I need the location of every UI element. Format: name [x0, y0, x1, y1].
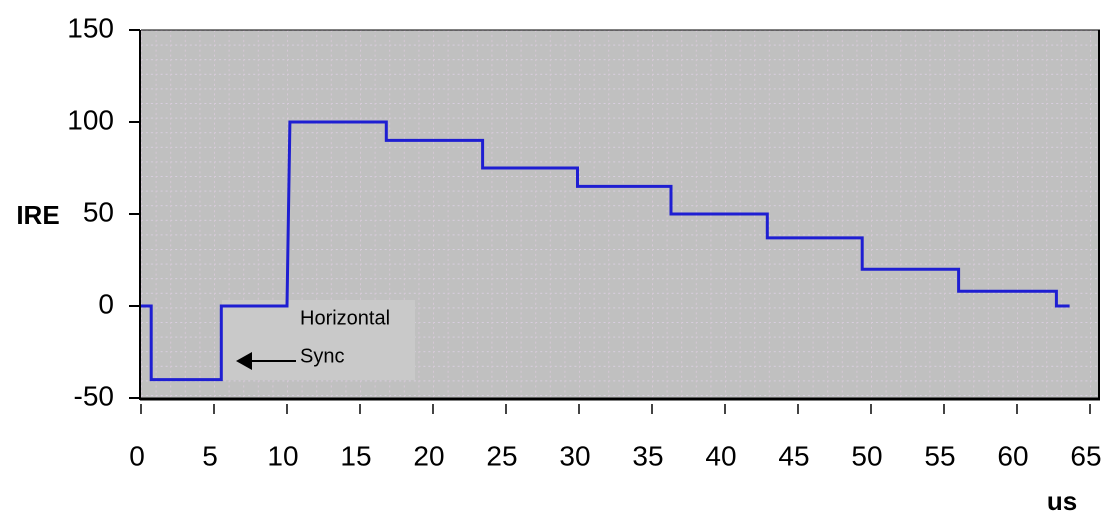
y-tick-label: 0	[98, 288, 114, 319]
x-tick-label: 45	[778, 440, 809, 471]
annotation-box	[222, 300, 415, 380]
annotation-arrow	[236, 352, 296, 370]
x-axis-label: us	[1047, 486, 1077, 516]
x-tick-label: 40	[705, 440, 736, 471]
x-tick-label: 60	[997, 440, 1028, 471]
annotation-line: Horizontal	[300, 307, 390, 329]
series	[141, 120, 1070, 382]
x-tick-label: 5	[202, 440, 218, 471]
x-tick-label: 0	[129, 440, 145, 471]
x-tick-label: 50	[851, 440, 882, 471]
y-tick-label: 150	[67, 12, 114, 43]
x-tick-label: 30	[559, 440, 590, 471]
x-tick-label: 65	[1070, 440, 1101, 471]
x-tick-label: 20	[413, 440, 444, 471]
x-tick-label: 25	[486, 440, 517, 471]
y-tick-label: 50	[83, 196, 114, 227]
y-tick-label: -50	[74, 380, 114, 411]
annotation-line: Sync	[300, 345, 344, 367]
y-tick-label: 100	[67, 104, 114, 135]
x-tick-label: 15	[340, 440, 371, 471]
series-line	[141, 120, 1070, 382]
x-tick-label: 55	[924, 440, 955, 471]
x-tick-label: 10	[267, 440, 298, 471]
y-axis-label: IRE	[16, 200, 59, 230]
x-tick-label: 35	[632, 440, 663, 471]
